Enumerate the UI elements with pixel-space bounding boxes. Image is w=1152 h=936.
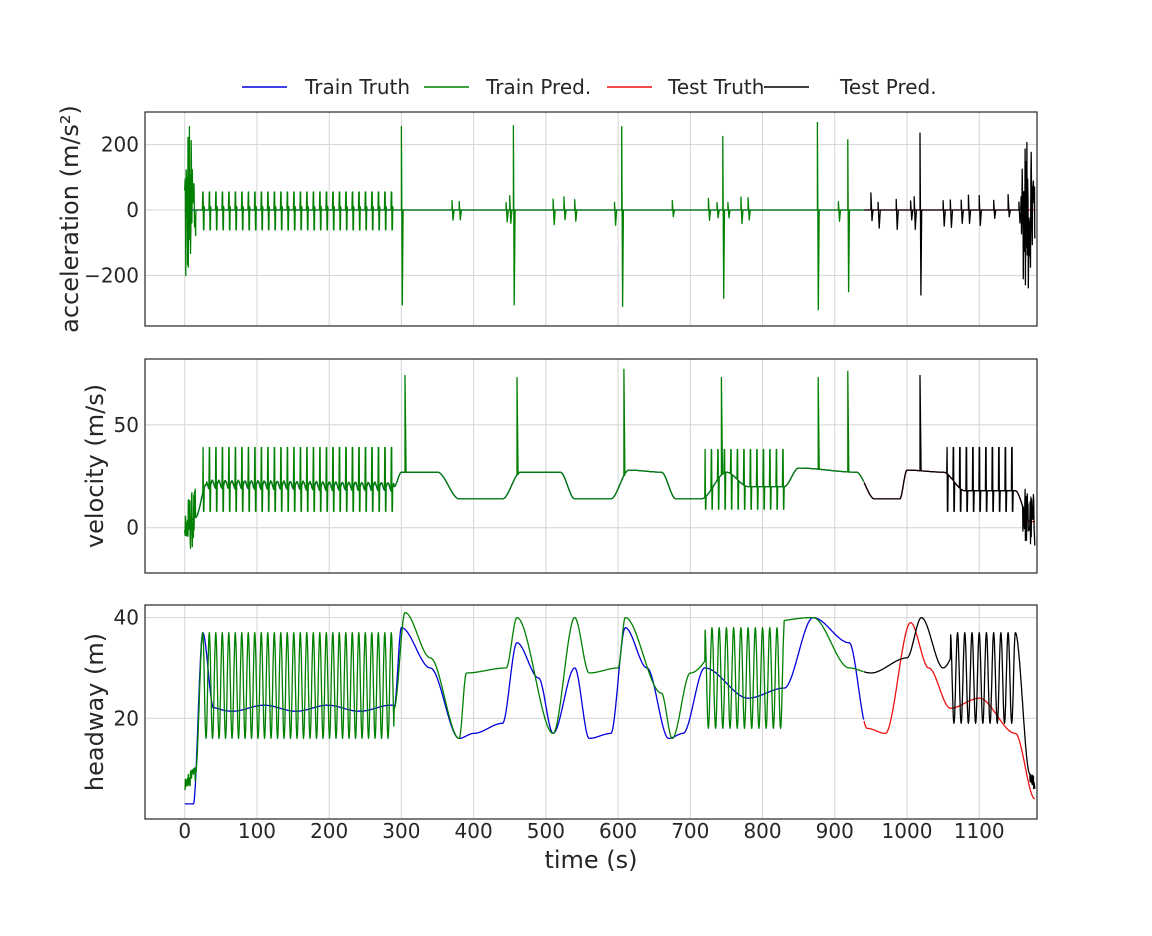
x-tick-label: 1000 bbox=[882, 819, 933, 843]
velocity-spike bbox=[847, 370, 850, 472]
accel-small-spike bbox=[727, 201, 731, 219]
y-tick-label: 40 bbox=[114, 606, 139, 630]
x-tick-label: 500 bbox=[527, 819, 565, 843]
accel-small-spike bbox=[707, 197, 712, 222]
accel-small-spike bbox=[552, 198, 556, 226]
accel-spike bbox=[919, 132, 923, 296]
legend-label: Train Pred. bbox=[485, 75, 591, 99]
legend-label: Test Pred. bbox=[839, 75, 937, 99]
velocity-spike bbox=[404, 374, 407, 473]
legend-entry: Train Pred. bbox=[424, 75, 591, 99]
accel-spike bbox=[400, 126, 404, 306]
accel-small-spike bbox=[1018, 201, 1022, 224]
plot-area bbox=[184, 121, 1036, 311]
test-pred-line bbox=[863, 616, 1036, 790]
plot-frame bbox=[144, 111, 1038, 327]
velocity-spike bbox=[919, 374, 922, 471]
x-tick-label: 200 bbox=[310, 819, 348, 843]
accel-spike bbox=[847, 139, 851, 293]
accel-small-spike bbox=[837, 201, 842, 222]
x-axis: 0 100 200 300 400 500 600 700 800 900 1000 1100 time… bbox=[178, 819, 1004, 874]
x-tick-label: 0 bbox=[178, 819, 191, 843]
y-tick-label: −200 bbox=[84, 263, 139, 287]
accel-small-spike bbox=[913, 196, 918, 230]
accel-small-spike bbox=[716, 202, 720, 219]
velocity-spike bbox=[720, 376, 724, 476]
y-tick-label: 0 bbox=[126, 198, 139, 222]
legend: Train Truth Train Pred. Test Truth Test Pre… bbox=[242, 75, 937, 99]
velocity-spike bbox=[623, 368, 626, 476]
y-tick-label: 200 bbox=[101, 133, 139, 157]
x-tick-label: 300 bbox=[382, 819, 420, 843]
y-tick-label: 50 bbox=[114, 413, 139, 437]
test-truth-line bbox=[863, 469, 1036, 523]
accel-small-spike bbox=[740, 196, 744, 225]
velocity-spike bbox=[817, 376, 820, 470]
accel-small-spike bbox=[458, 200, 463, 221]
accel-small-spike bbox=[870, 192, 874, 222]
train-pred-line bbox=[184, 446, 865, 550]
x-axis-label: time (s) bbox=[544, 846, 637, 874]
accel-small-spike bbox=[747, 197, 751, 221]
train-pred-line bbox=[184, 611, 864, 791]
plot-frame bbox=[144, 358, 1038, 574]
legend-entry: Train Truth bbox=[242, 75, 410, 99]
x-tick-label: 900 bbox=[816, 819, 854, 843]
accel-small-spike bbox=[1007, 194, 1011, 218]
accel-small-spike bbox=[978, 194, 983, 227]
y-tick-label: 20 bbox=[114, 706, 139, 730]
x-tick-label: 400 bbox=[455, 819, 493, 843]
x-tick-label: 100 bbox=[238, 819, 276, 843]
accel-small-spike bbox=[505, 201, 509, 223]
legend-entry: Test Pred. bbox=[764, 75, 937, 99]
y-axis-label: velocity (m/s) bbox=[81, 384, 109, 548]
accel-small-spike bbox=[574, 198, 578, 222]
accel-small-spike bbox=[563, 196, 567, 221]
x-tick-label: 700 bbox=[671, 819, 709, 843]
accel-small-spike bbox=[451, 199, 455, 221]
x-tick-label: 1100 bbox=[954, 819, 1005, 843]
accel-small-spike bbox=[671, 200, 676, 218]
accel-spike bbox=[722, 135, 726, 299]
accel-small-spike bbox=[993, 199, 997, 219]
accel-small-spike bbox=[942, 199, 946, 227]
plot-frame bbox=[144, 604, 1038, 820]
accel-spike bbox=[512, 125, 516, 306]
legend-label: Train Truth bbox=[304, 75, 410, 99]
accel-spike bbox=[621, 126, 625, 308]
test-pred-line bbox=[863, 141, 1036, 289]
accel-spike bbox=[816, 121, 820, 311]
plot-area bbox=[184, 611, 1036, 805]
accel-small-spike bbox=[967, 194, 972, 225]
x-tick-label: 600 bbox=[599, 819, 637, 843]
y-tick-label: 0 bbox=[126, 516, 139, 540]
velocity-spike bbox=[516, 376, 519, 476]
accel-small-spike bbox=[877, 201, 881, 229]
accel-small-spike bbox=[949, 199, 954, 228]
legend-label: Test Truth bbox=[667, 75, 764, 99]
accel-small-spike bbox=[960, 199, 964, 225]
accel-small-spike bbox=[909, 200, 914, 221]
accel-small-spike bbox=[613, 201, 618, 226]
test-truth-line bbox=[863, 621, 1036, 800]
y-axis-label: headway (m) bbox=[81, 633, 109, 791]
plot-area bbox=[184, 368, 1036, 550]
y-axis-label: acceleration (m/s²) bbox=[56, 105, 84, 333]
accel-small-spike bbox=[509, 194, 513, 225]
legend-entry: Test Truth bbox=[607, 75, 764, 99]
panel-acceleration: −200 0 200 acceleration (m/s²) bbox=[56, 105, 1038, 333]
test-pred-line bbox=[863, 446, 1036, 546]
accel-small-spike bbox=[895, 198, 899, 231]
train-pred-line bbox=[184, 126, 864, 277]
x-tick-label: 800 bbox=[743, 819, 781, 843]
